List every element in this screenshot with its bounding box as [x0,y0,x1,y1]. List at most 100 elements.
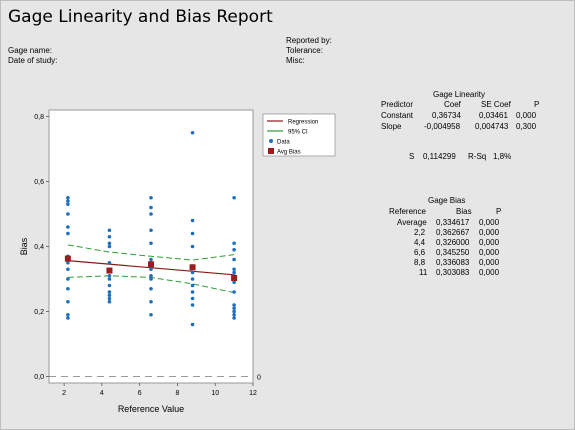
data-point [190,283,195,288]
legend-label-1: 95% CI [288,130,308,136]
data-point [190,277,195,281]
data-point [232,316,236,320]
bias-row-reference: Average [397,218,427,227]
linearity-row-p: 0,300 [516,122,537,131]
rsq-label: R-Sq [468,152,487,161]
bias-row-p: 0,000 [479,218,500,227]
x-tick-label: 4 [100,390,104,397]
data-point [149,212,153,216]
bias-row-reference: 6,6 [414,248,426,257]
linearity-header-predictor: Predictor [381,100,414,109]
y-tick-label: 0,4 [34,244,44,251]
data-point [107,299,112,304]
linearity-row-secoef: 0,03461 [479,111,508,120]
x-tick-label: 12 [249,390,257,397]
data-point [232,257,236,262]
data-point [190,322,195,327]
s-label: S [409,152,415,161]
misc-label: Misc: [286,56,305,65]
linearity-title: Gage Linearity [433,90,486,99]
bias-row-value: 0,345250 [436,248,470,257]
data-point [232,306,236,311]
zero-line-label: 0 [257,375,261,382]
x-tick-label: 6 [138,390,142,397]
data-point [149,257,153,262]
y-tick-label: 0,6 [34,179,44,186]
data-point [232,247,236,252]
data-point [149,195,153,200]
linearity-row-secoef: 0,004743 [475,122,509,131]
data-point [107,290,112,294]
data-point [190,303,195,307]
data-point [107,293,112,298]
data-point [149,273,153,278]
linearity-row-predictor: Constant [381,111,414,120]
report-title: Gage Linearity and Bias Report [8,7,273,27]
data-point [107,296,112,301]
data-point [107,234,112,239]
data-point [190,296,195,301]
meta-left: Gage name: Date of study: [8,46,57,66]
data-point [66,286,70,291]
x-axis-label: Reference Value [118,404,184,414]
bias-row-value: 0,362667 [436,228,470,237]
bias-row-p: 0,000 [479,248,500,257]
legend-label-0: Regression [288,120,318,126]
bias-row-reference: 8,8 [414,258,426,267]
bias-row-value: 0,303083 [436,268,470,277]
s-value: 0,114299 [423,152,456,161]
linearity-header-secoef: SE Coef [481,100,511,109]
data-point [149,228,153,233]
bias-header-p: P [496,207,502,216]
data-point [232,312,236,317]
legend-swatch-2 [269,139,273,143]
bias-row-reference: 2,2 [414,228,426,237]
data-point [190,130,195,135]
linearity-row-coef: -0,004958 [424,122,461,131]
data-point [66,231,70,236]
data-point [107,228,112,233]
data-point [232,267,236,272]
avg-bias-marker [106,267,113,274]
data-point [107,283,112,288]
data-point [107,260,112,265]
avg-bias-marker [189,264,196,271]
bias-row-p: 0,000 [479,268,500,277]
meta-right: Reported by: Tolerance: Misc: [286,36,332,66]
bias-row-reference: 4,4 [414,238,426,247]
data-point [107,241,112,246]
data-point [190,290,195,294]
data-point [232,290,236,294]
bias-row-reference: 11 [419,268,428,277]
data-point [232,280,236,285]
data-point [66,225,70,229]
avg-bias-marker [231,274,238,281]
data-point [66,212,70,216]
gage-name-label: Gage name: [8,46,53,55]
bias-row-p: 0,000 [479,228,500,237]
bias-header-reference: Reference [389,207,426,216]
legend-label-3: Avg Bias [277,150,301,156]
y-tick-label: 0,8 [34,114,44,121]
data-point [149,299,153,304]
tolerance-label: Tolerance: [286,46,323,55]
bias-row-p: 0,000 [479,258,500,267]
data-point [149,312,153,317]
plot-area [48,109,254,384]
linearity-header-p: P [534,100,540,109]
data-point [66,267,70,272]
data-point [232,309,236,314]
linearity-row-coef: 0,36734 [432,111,461,120]
data-point [107,273,112,278]
date-of-study-label: Date of study: [8,56,58,65]
y-tick-label: 0,0 [34,374,44,381]
x-tick-label: 2 [62,390,66,397]
data-point [232,270,236,275]
data-point [66,260,70,265]
avg-bias-marker [148,261,154,268]
data-point [107,277,112,281]
data-point [149,277,153,281]
bias-row-value: 0,334617 [436,218,470,227]
linearity-row-p: 0,000 [516,111,537,120]
